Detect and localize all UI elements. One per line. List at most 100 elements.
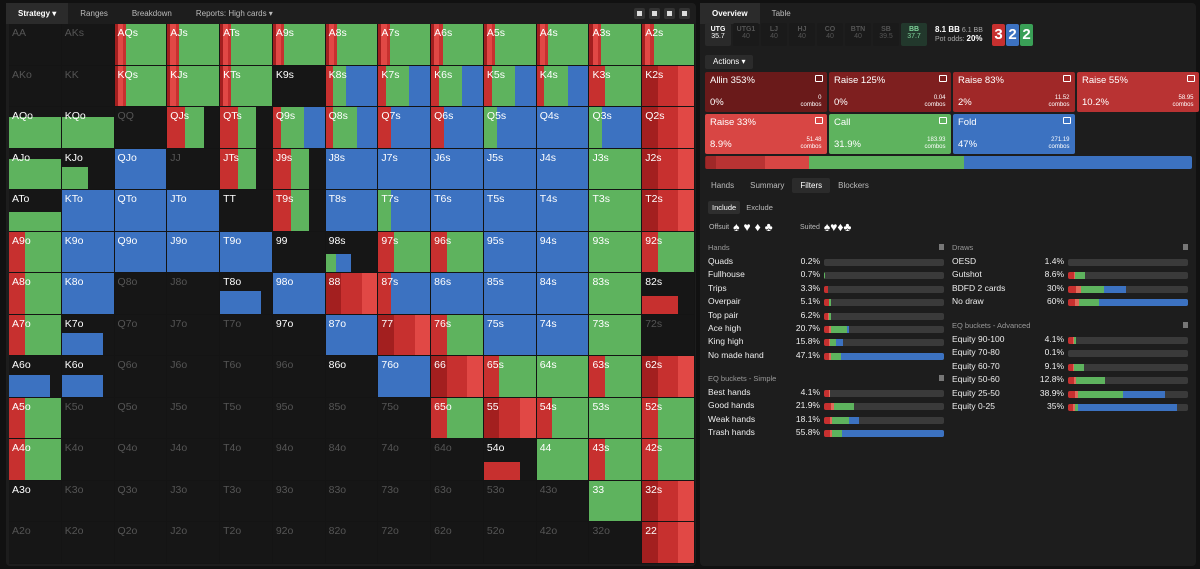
- hand-cell-j3s[interactable]: J3s: [589, 148, 643, 191]
- tab-overview[interactable]: Overview: [700, 3, 760, 24]
- hand-cell-77[interactable]: 77: [378, 314, 432, 357]
- hand-cell-98o[interactable]: 98o: [272, 273, 326, 315]
- hand-cell-t5s[interactable]: T5s: [483, 190, 537, 232]
- hand-cell-t2s[interactable]: T2s: [642, 190, 695, 232]
- hand-cell-32s[interactable]: 32s: [642, 480, 695, 523]
- hand-cell-t7s[interactable]: T7s: [378, 190, 432, 232]
- stat-row-weak-hands[interactable]: Weak hands 18.1%: [708, 414, 944, 427]
- hand-cell-k5o[interactable]: K5o: [61, 397, 115, 440]
- hand-cell-84o[interactable]: 84o: [325, 439, 379, 481]
- diamond-icon[interactable]: ♦: [754, 220, 761, 234]
- hand-cell-ako[interactable]: AKo: [9, 65, 62, 108]
- stat-row-fullhouse[interactable]: Fullhouse 0.7%: [708, 269, 944, 282]
- hand-cell-62s[interactable]: 62s: [642, 356, 695, 398]
- view-mode-3-icon[interactable]: [664, 8, 675, 19]
- hand-cell-q5s[interactable]: Q5s: [483, 107, 537, 149]
- action-details-icon[interactable]: [814, 75, 823, 82]
- stat-row-no-made-hand[interactable]: No made hand 47.1%: [708, 350, 944, 363]
- hand-cell-q8s[interactable]: Q8s: [325, 107, 379, 149]
- hand-cell-a4o[interactable]: A4o: [9, 439, 62, 481]
- tab-table[interactable]: Table: [760, 3, 803, 24]
- hand-cell-65s[interactable]: 65s: [483, 356, 537, 398]
- actions-dropdown[interactable]: Actions ▾: [705, 55, 754, 69]
- hand-cell-k2s[interactable]: K2s: [642, 65, 695, 108]
- hand-cell-a3o[interactable]: A3o: [9, 480, 62, 523]
- hand-cell-q2s[interactable]: Q2s: [642, 107, 695, 149]
- hand-cell-j2o[interactable]: J2o: [167, 522, 221, 564]
- stat-row-bdfd-2-cards[interactable]: BDFD 2 cards 30%: [952, 283, 1188, 296]
- hand-cell-j5o[interactable]: J5o: [167, 397, 221, 440]
- hand-cell-jto[interactable]: JTo: [167, 190, 221, 232]
- spade-icon[interactable]: ♠: [733, 220, 740, 234]
- hand-cell-66[interactable]: 66: [431, 356, 484, 398]
- hand-cell-qq[interactable]: QQ: [114, 107, 168, 149]
- hand-cell-t4o[interactable]: T4o: [220, 439, 273, 481]
- hand-cell-q7o[interactable]: Q7o: [114, 314, 168, 357]
- hand-cell-63o[interactable]: 63o: [431, 480, 484, 523]
- section-options-icon[interactable]: [939, 244, 944, 250]
- stat-row-equity-0-25[interactable]: Equity 0-25 35%: [952, 401, 1188, 414]
- hand-cell-q9s[interactable]: Q9s: [272, 107, 326, 149]
- hand-cell-96s[interactable]: 96s: [431, 231, 484, 274]
- hand-cell-jts[interactable]: JTs: [220, 148, 273, 191]
- hand-cell-33[interactable]: 33: [589, 480, 643, 523]
- position-co[interactable]: CO 40: [817, 23, 843, 46]
- tab-strategy[interactable]: Strategy ▾: [6, 3, 69, 24]
- action-raise-83[interactable]: Raise 83% 2% 11.52 combos: [953, 72, 1075, 112]
- hand-cell-k5s[interactable]: K5s: [483, 65, 537, 108]
- hand-cell-kto[interactable]: KTo: [61, 190, 115, 232]
- hand-cell-a3s[interactable]: A3s: [589, 24, 643, 66]
- hand-cell-ato[interactable]: ATo: [9, 190, 62, 232]
- hand-cell-t5o[interactable]: T5o: [220, 397, 273, 440]
- hand-cell-j3o[interactable]: J3o: [167, 480, 221, 523]
- hand-cell-k2o[interactable]: K2o: [61, 522, 115, 564]
- hand-cell-t9s[interactable]: T9s: [272, 190, 326, 232]
- hand-cell-kjs[interactable]: KJs: [167, 65, 221, 108]
- hand-cell-k6o[interactable]: K6o: [61, 356, 115, 398]
- hand-cell-75s[interactable]: 75s: [483, 314, 537, 357]
- hand-cell-j5s[interactable]: J5s: [483, 148, 537, 191]
- hand-cell-a4s[interactable]: A4s: [536, 24, 590, 66]
- hand-cell-22[interactable]: 22: [642, 522, 695, 564]
- hand-cell-73o[interactable]: 73o: [378, 480, 432, 523]
- hand-cell-72s[interactable]: 72s: [642, 314, 695, 357]
- hand-cell-q6o[interactable]: Q6o: [114, 356, 168, 398]
- hand-cell-85s[interactable]: 85s: [483, 273, 537, 315]
- stat-row-overpair[interactable]: Overpair 5.1%: [708, 296, 944, 309]
- hand-cell-62o[interactable]: 62o: [431, 522, 484, 564]
- hand-cell-j9o[interactable]: J9o: [167, 231, 221, 274]
- hand-cell-87o[interactable]: 87o: [325, 314, 379, 357]
- hand-cell-53o[interactable]: 53o: [483, 480, 537, 523]
- hand-cell-94o[interactable]: 94o: [272, 439, 326, 481]
- subtab-filters[interactable]: Filters: [792, 178, 831, 193]
- view-mode-1-icon[interactable]: [634, 8, 645, 19]
- hand-cell-a6s[interactable]: A6s: [431, 24, 484, 66]
- position-utg[interactable]: UTG 35.7: [705, 23, 731, 46]
- hand-cell-52s[interactable]: 52s: [642, 397, 695, 440]
- section-options-icon[interactable]: [1183, 244, 1188, 250]
- stat-row-quads[interactable]: Quads 0.2%: [708, 256, 944, 269]
- hand-cell-83o[interactable]: 83o: [325, 480, 379, 523]
- hand-cell-88[interactable]: 88: [325, 273, 379, 315]
- hand-cell-k9s[interactable]: K9s: [272, 65, 326, 108]
- hand-cell-a2o[interactable]: A2o: [9, 522, 62, 564]
- hand-cell-t7o[interactable]: T7o: [220, 314, 273, 357]
- action-details-icon[interactable]: [1186, 75, 1195, 82]
- hand-cell-82o[interactable]: 82o: [325, 522, 379, 564]
- hand-cell-82s[interactable]: 82s: [642, 273, 695, 315]
- hand-cell-j4s[interactable]: J4s: [536, 148, 590, 191]
- hand-cell-qjo[interactable]: QJo: [114, 148, 168, 191]
- action-details-icon[interactable]: [938, 117, 947, 124]
- hand-cell-k3o[interactable]: K3o: [61, 480, 115, 523]
- hand-cell-kk[interactable]: KK: [61, 65, 115, 108]
- hand-cell-j6s[interactable]: J6s: [431, 148, 484, 191]
- tab-ranges[interactable]: Ranges: [68, 3, 120, 24]
- hand-cell-a8s[interactable]: A8s: [325, 24, 379, 66]
- hand-cell-76o[interactable]: 76o: [378, 356, 432, 398]
- hand-cell-q9o[interactable]: Q9o: [114, 231, 168, 274]
- hand-cell-54o[interactable]: 54o: [483, 439, 537, 481]
- hand-cell-96o[interactable]: 96o: [272, 356, 326, 398]
- hand-cell-97s[interactable]: 97s: [378, 231, 432, 274]
- hand-cell-k8o[interactable]: K8o: [61, 273, 115, 315]
- hand-cell-76s[interactable]: 76s: [431, 314, 484, 357]
